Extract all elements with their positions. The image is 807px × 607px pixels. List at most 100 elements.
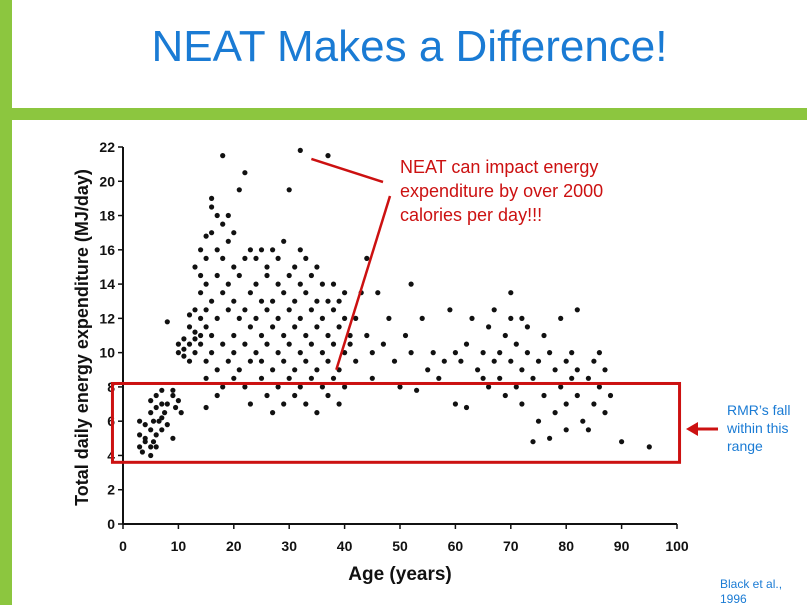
data-point [558, 384, 564, 390]
data-point [463, 341, 470, 347]
data-point [308, 375, 314, 381]
data-point [486, 324, 492, 330]
data-point [139, 449, 145, 455]
x-axis-label: Age (years) [348, 564, 452, 585]
data-point [408, 281, 414, 287]
data-point [281, 238, 287, 244]
data-point [297, 384, 303, 390]
data-point [253, 281, 259, 287]
data-point [596, 350, 603, 356]
data-point [308, 272, 314, 279]
data-point [319, 350, 325, 356]
data-point [242, 341, 248, 347]
data-point [170, 435, 176, 441]
data-point [220, 221, 226, 227]
data-point [209, 204, 215, 210]
data-point [198, 315, 204, 321]
y-tick-label: 10 [99, 345, 115, 361]
data-point [585, 375, 592, 381]
left-arrow-icon [686, 422, 718, 436]
data-point [253, 315, 259, 321]
data-point [148, 444, 154, 450]
data-point [342, 315, 348, 321]
data-point [247, 401, 253, 407]
data-point [181, 336, 187, 342]
data-point [137, 432, 143, 438]
data-point [330, 341, 337, 347]
data-point [386, 315, 392, 321]
data-point [225, 307, 231, 313]
data-point [247, 290, 253, 296]
data-point [353, 315, 359, 321]
y-tick-label: 18 [99, 208, 115, 224]
data-point [275, 281, 281, 287]
data-point [159, 415, 165, 421]
data-point [148, 398, 154, 404]
data-point [148, 427, 154, 433]
data-point [209, 332, 215, 339]
data-point [242, 170, 248, 176]
data-point [175, 350, 181, 356]
data-point [569, 350, 575, 356]
data-point [336, 298, 342, 304]
data-point [247, 324, 253, 330]
data-point [414, 387, 420, 393]
data-point [275, 255, 281, 261]
data-point [491, 307, 497, 313]
data-point [419, 315, 425, 321]
data-point [580, 418, 586, 424]
data-point [159, 401, 165, 407]
data-point [591, 401, 597, 407]
data-point [286, 187, 292, 193]
data-point [214, 367, 220, 373]
data-point [148, 452, 154, 459]
data-point [569, 375, 575, 381]
data-point [530, 375, 536, 381]
data-point [186, 312, 193, 318]
citation: Black et al., 1996 [720, 577, 783, 606]
data-point [203, 404, 209, 411]
data-point [375, 290, 381, 296]
data-point [220, 290, 226, 296]
data-point [513, 384, 519, 390]
data-point [270, 298, 276, 304]
data-point [142, 422, 148, 428]
data-point [535, 358, 542, 364]
data-point [502, 392, 508, 399]
data-point [275, 315, 281, 321]
data-point [574, 367, 580, 373]
data-point [292, 324, 298, 330]
data-point [281, 332, 287, 339]
data-point [198, 290, 204, 296]
data-point [458, 358, 464, 364]
data-point [297, 315, 303, 321]
data-point [247, 358, 253, 364]
data-point [214, 247, 220, 253]
data-point [264, 392, 270, 399]
data-point [508, 358, 514, 364]
data-point [297, 281, 303, 287]
data-point [192, 336, 198, 342]
data-point [236, 315, 242, 321]
data-point [270, 324, 276, 330]
data-point [192, 264, 198, 270]
data-point [231, 298, 237, 304]
data-point [303, 332, 309, 339]
data-point [297, 350, 303, 356]
data-point [319, 384, 325, 390]
x-tick-label: 10 [171, 538, 187, 554]
data-point [231, 375, 237, 381]
data-point [297, 247, 303, 253]
data-point [508, 290, 514, 296]
data-point [391, 358, 398, 364]
data-point [264, 272, 270, 279]
data-point [209, 195, 215, 201]
data-point [225, 212, 231, 219]
data-point [203, 255, 209, 261]
data-point [286, 341, 292, 347]
data-point [408, 350, 414, 356]
x-tick-label: 100 [665, 538, 689, 554]
data-point [541, 332, 547, 339]
data-point [209, 350, 215, 356]
